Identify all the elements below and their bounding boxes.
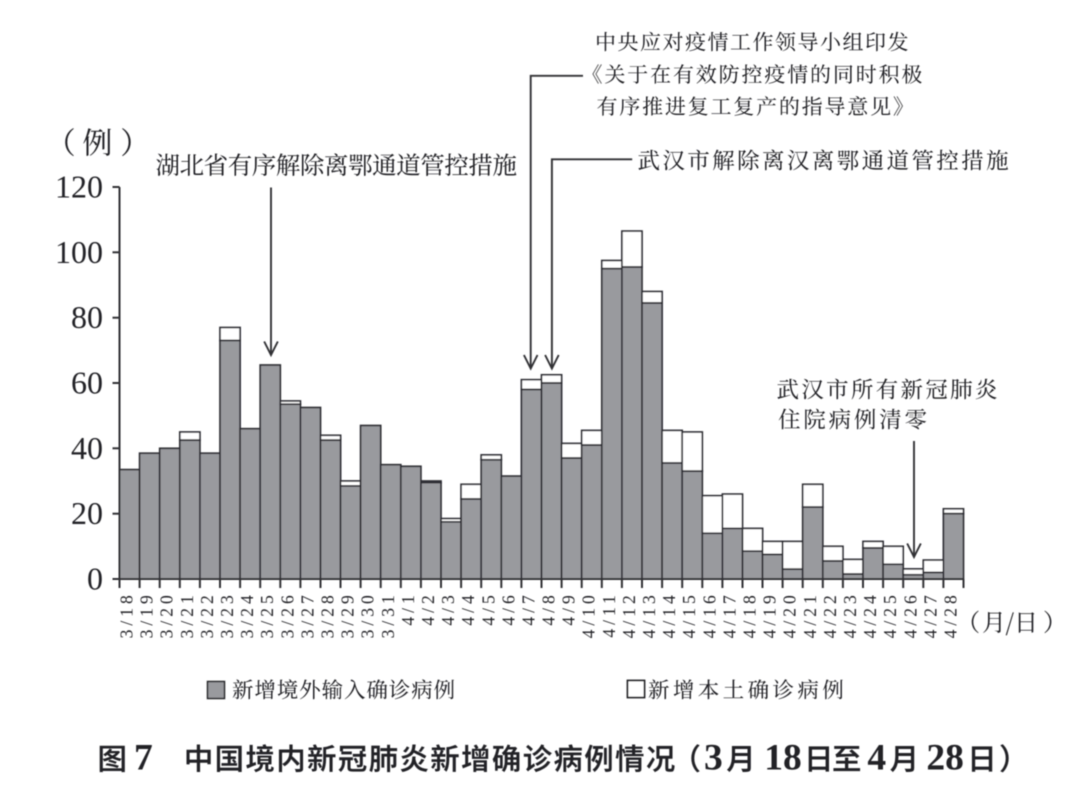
svg-text:3/31: 3/31 — [378, 591, 398, 638]
svg-text:4/11: 4/11 — [599, 591, 619, 637]
svg-text:4/15: 4/15 — [679, 591, 699, 638]
svg-text:4/22: 4/22 — [820, 591, 840, 638]
svg-text:3/18: 3/18 — [117, 591, 137, 638]
svg-text:4/17: 4/17 — [719, 591, 739, 638]
svg-text:4/27: 4/27 — [920, 591, 940, 638]
svg-text:4/1: 4/1 — [398, 591, 418, 625]
svg-text:4/14: 4/14 — [659, 591, 679, 638]
svg-text:4/16: 4/16 — [699, 591, 719, 638]
svg-text:60: 60 — [71, 365, 103, 401]
svg-text:4/18: 4/18 — [740, 591, 760, 638]
svg-text:4/13: 4/13 — [639, 591, 659, 638]
svg-text:80: 80 — [71, 299, 103, 335]
svg-text:120: 120 — [55, 169, 103, 205]
svg-text:3/19: 3/19 — [137, 591, 157, 638]
svg-text:20: 20 — [71, 495, 103, 531]
svg-text:4/7: 4/7 — [519, 591, 539, 625]
svg-text:3: 3 — [704, 738, 723, 779]
svg-text:0: 0 — [87, 561, 103, 597]
svg-text:4/9: 4/9 — [559, 591, 579, 625]
svg-text:4: 4 — [867, 738, 886, 779]
svg-text:3/23: 3/23 — [217, 591, 237, 638]
svg-text:28: 28 — [926, 738, 964, 779]
svg-text:3/29: 3/29 — [338, 591, 358, 638]
svg-text:4/3: 4/3 — [438, 591, 458, 625]
svg-text:4/26: 4/26 — [900, 591, 920, 638]
svg-text:4/21: 4/21 — [800, 591, 820, 638]
svg-text:3/21: 3/21 — [177, 591, 197, 638]
svg-text:3/28: 3/28 — [318, 591, 338, 638]
svg-text:18: 18 — [764, 738, 802, 779]
svg-text:3/26: 3/26 — [277, 591, 297, 638]
svg-text:100: 100 — [55, 234, 103, 270]
svg-text:4/8: 4/8 — [539, 591, 559, 625]
svg-text:40: 40 — [71, 430, 103, 466]
svg-text:4/10: 4/10 — [579, 591, 599, 638]
svg-text:4/2: 4/2 — [418, 591, 438, 625]
svg-text:7: 7 — [134, 738, 153, 779]
svg-text:4/23: 4/23 — [840, 591, 860, 638]
svg-text:4/4: 4/4 — [458, 591, 478, 625]
svg-text:4/12: 4/12 — [619, 591, 639, 638]
svg-text:3/24: 3/24 — [237, 591, 257, 638]
svg-text:4/25: 4/25 — [880, 591, 900, 638]
svg-text:3/20: 3/20 — [157, 591, 177, 638]
svg-text:4/20: 4/20 — [780, 591, 800, 638]
svg-text:3/22: 3/22 — [197, 591, 217, 638]
svg-text:4/6: 4/6 — [498, 591, 518, 625]
svg-text:3/30: 3/30 — [358, 591, 378, 638]
svg-text:4/24: 4/24 — [860, 591, 880, 638]
svg-text:3/25: 3/25 — [257, 591, 277, 638]
svg-text:4/5: 4/5 — [478, 591, 498, 625]
svg-text:3/27: 3/27 — [297, 591, 317, 638]
svg-text:4/28: 4/28 — [941, 591, 961, 638]
svg-text:4/19: 4/19 — [760, 591, 780, 638]
